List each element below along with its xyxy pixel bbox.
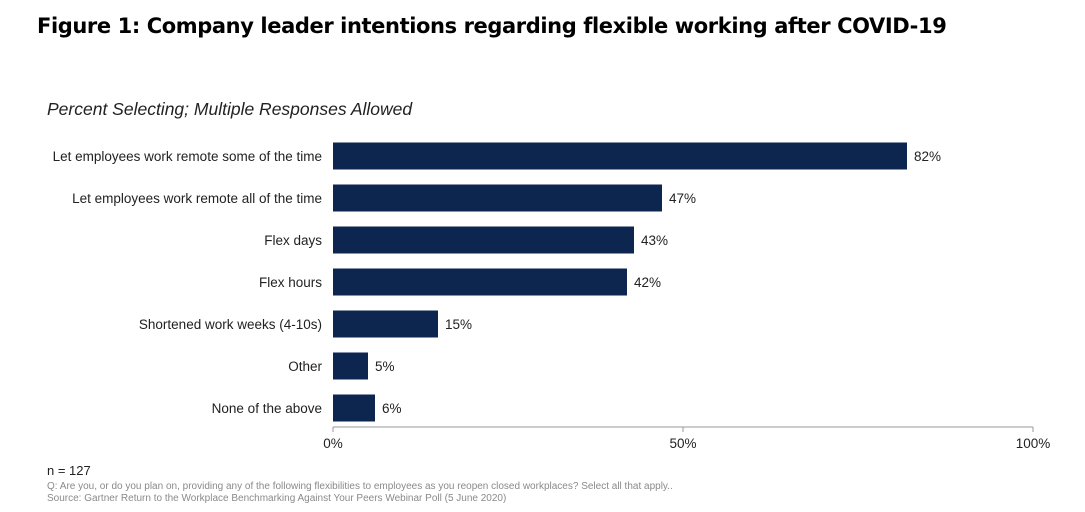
value-label: 15% <box>445 317 472 332</box>
bar <box>333 310 438 338</box>
category-label: Flex hours <box>259 275 322 290</box>
category-label: Let employees work remote all of the tim… <box>72 191 322 206</box>
bar <box>333 226 634 254</box>
category-label: None of the above <box>212 401 322 416</box>
x-tick-label: 0% <box>323 436 343 451</box>
category-label: Flex days <box>264 233 322 248</box>
x-tick-label: 100% <box>1016 436 1051 451</box>
value-label: 42% <box>634 275 661 290</box>
category-label: Let employees work remote some of the ti… <box>53 149 322 164</box>
category-label: Shortened work weeks (4-10s) <box>139 317 322 332</box>
bar <box>333 268 627 296</box>
value-label: 43% <box>641 233 668 248</box>
value-label: 5% <box>375 359 395 374</box>
value-label: 6% <box>382 401 402 416</box>
sample-size-note: n = 127 <box>47 463 91 478</box>
source-note: Source: Gartner Return to the Workplace … <box>47 493 507 504</box>
bar <box>333 142 907 170</box>
survey-question-note: Q: Are you, or do you plan on, providing… <box>47 481 673 492</box>
bar <box>333 352 368 380</box>
category-label: Other <box>288 359 322 374</box>
value-label: 82% <box>914 149 941 164</box>
figure-title: Figure 1: Company leader intentions rega… <box>37 14 947 38</box>
value-label: 47% <box>669 191 696 206</box>
x-tick-label: 50% <box>669 436 696 451</box>
bar <box>333 394 375 422</box>
bar <box>333 184 662 212</box>
chart-subtitle: Percent Selecting; Multiple Responses Al… <box>47 99 413 119</box>
